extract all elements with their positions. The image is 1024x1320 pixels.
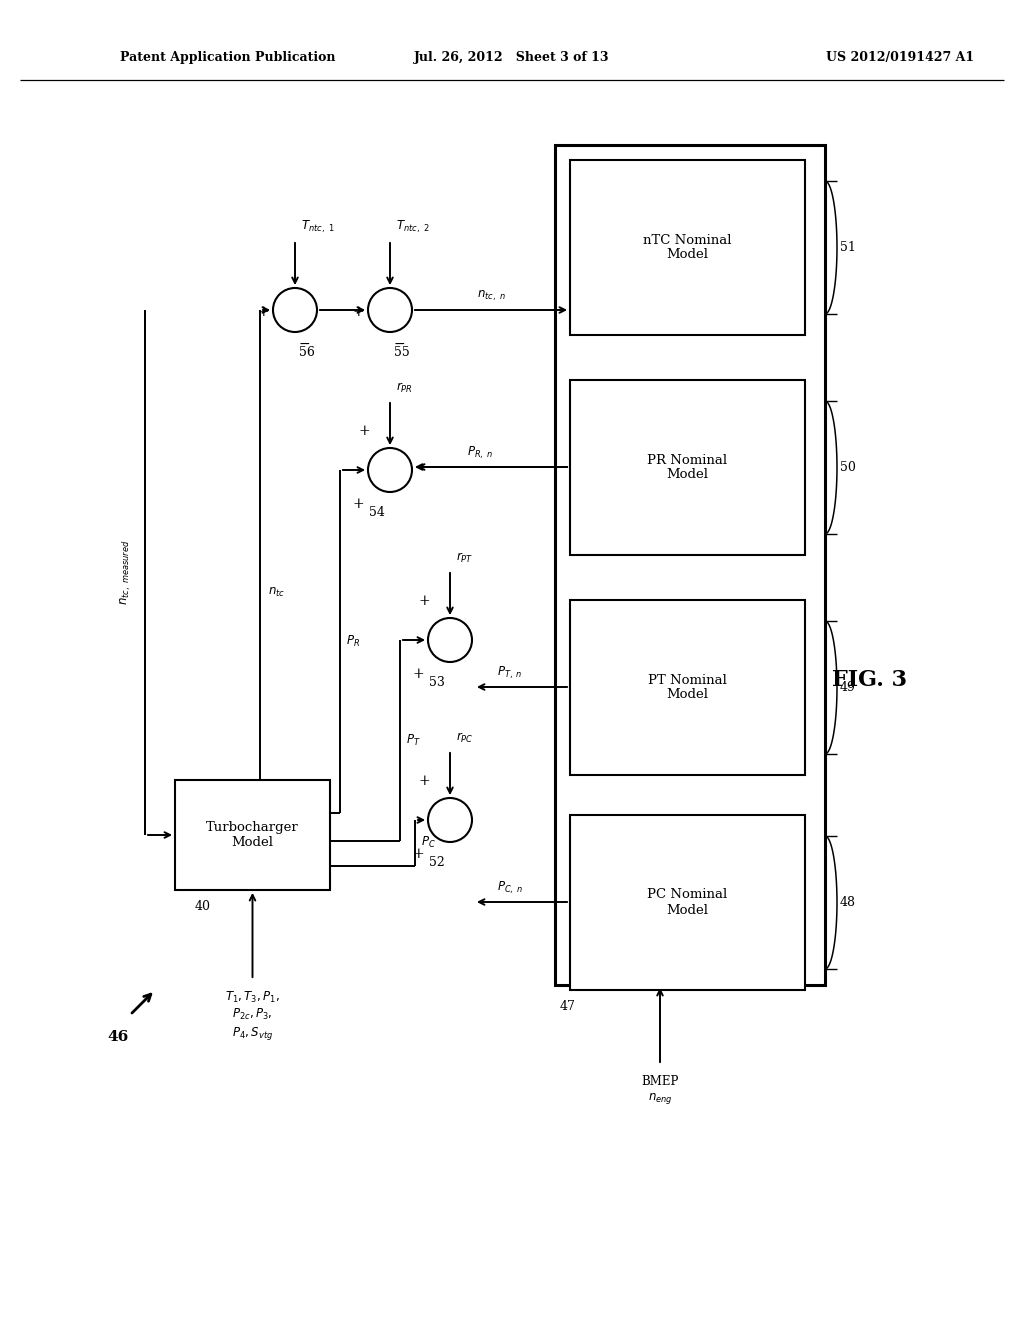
Text: +: +: [257, 305, 269, 319]
Text: $P_{T,\ n}$: $P_{T,\ n}$: [498, 665, 523, 681]
Text: $P_{C,\ n}$: $P_{C,\ n}$: [497, 880, 523, 896]
Text: 47: 47: [560, 1001, 575, 1012]
Text: 54: 54: [369, 506, 385, 519]
Text: 53: 53: [429, 676, 445, 689]
Text: 51: 51: [840, 242, 856, 253]
Text: +: +: [352, 305, 364, 319]
Text: 49: 49: [840, 681, 856, 694]
Text: $r_{PT}$: $r_{PT}$: [456, 550, 473, 565]
Text: $r_{PR}$: $r_{PR}$: [396, 381, 413, 395]
Bar: [570, 814, 805, 990]
Text: $n_{tc}$: $n_{tc}$: [268, 586, 285, 598]
Text: +: +: [413, 847, 424, 861]
Circle shape: [428, 618, 472, 663]
Text: $T_{ntc,\ 1}$: $T_{ntc,\ 1}$: [301, 219, 335, 235]
Text: −: −: [394, 337, 406, 351]
Text: US 2012/0191427 A1: US 2012/0191427 A1: [826, 51, 974, 65]
Text: −: −: [454, 630, 466, 643]
Text: 40: 40: [195, 900, 211, 913]
Text: PT Nominal
Model: PT Nominal Model: [648, 673, 727, 701]
Text: +: +: [413, 667, 424, 681]
Text: PR Nominal
Model: PR Nominal Model: [647, 454, 728, 482]
Circle shape: [428, 799, 472, 842]
Text: 48: 48: [840, 896, 856, 909]
Text: $r_{PC}$: $r_{PC}$: [456, 731, 473, 744]
Bar: [555, 145, 825, 985]
Circle shape: [368, 447, 412, 492]
Bar: [570, 601, 805, 775]
Text: +: +: [358, 424, 370, 438]
Text: +: +: [418, 774, 430, 788]
Text: $P_R$: $P_R$: [346, 634, 360, 648]
Text: 46: 46: [108, 1030, 129, 1044]
Text: nTC Nominal
Model: nTC Nominal Model: [643, 234, 732, 261]
Bar: [570, 380, 805, 554]
Text: PC Nominal
Model: PC Nominal Model: [647, 888, 728, 916]
Text: BMEP
$n_{eng}$: BMEP $n_{eng}$: [641, 1074, 679, 1106]
Text: $n_{tc,\ measured}$: $n_{tc,\ measured}$: [119, 540, 133, 605]
Text: 50: 50: [840, 461, 856, 474]
Bar: [570, 160, 805, 335]
Text: +: +: [418, 594, 430, 609]
Text: $n_{tc,\ n}$: $n_{tc,\ n}$: [476, 289, 506, 304]
Text: 52: 52: [429, 855, 445, 869]
Text: Turbocharger
Model: Turbocharger Model: [206, 821, 299, 849]
Text: $P_T$: $P_T$: [406, 733, 421, 747]
Text: $P_C$: $P_C$: [421, 834, 436, 850]
Text: Jul. 26, 2012   Sheet 3 of 13: Jul. 26, 2012 Sheet 3 of 13: [415, 51, 609, 65]
Circle shape: [273, 288, 317, 333]
Circle shape: [368, 288, 412, 333]
Text: 56: 56: [299, 346, 314, 359]
Bar: [175, 780, 330, 890]
Text: −: −: [394, 459, 406, 473]
Text: Patent Application Publication: Patent Application Publication: [120, 51, 336, 65]
Text: −: −: [454, 809, 466, 822]
Text: FIG. 3: FIG. 3: [833, 669, 907, 690]
Text: 55: 55: [394, 346, 410, 359]
Text: $T_1, T_3, P_1,$
$P_{2c}, P_3,$
$P_4, S_{vtg}$: $T_1, T_3, P_1,$ $P_{2c}, P_3,$ $P_4, S_…: [225, 990, 280, 1041]
Text: −: −: [299, 337, 310, 351]
Text: $T_{ntc,\ 2}$: $T_{ntc,\ 2}$: [396, 219, 429, 235]
Text: +: +: [352, 498, 364, 511]
Text: $P_{R,\ n}$: $P_{R,\ n}$: [467, 445, 494, 461]
